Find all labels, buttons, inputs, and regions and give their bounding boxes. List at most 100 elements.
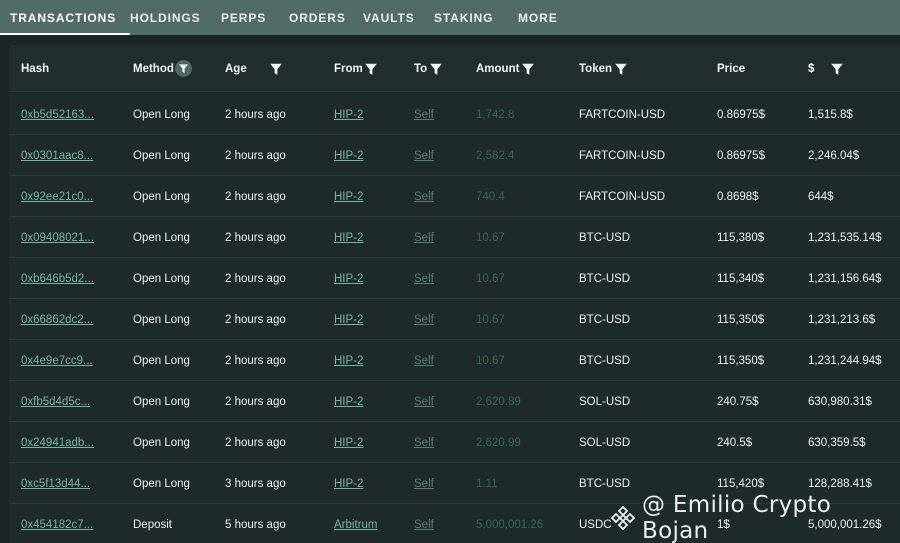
tab-orders[interactable]: ORDERS	[289, 10, 346, 25]
from-link[interactable]: HIP-2	[334, 190, 364, 203]
table-row: 0xb646b5d2... Open Long 2 hours ago HIP-2 Se…	[9, 258, 900, 299]
filter-icon[interactable]	[830, 62, 844, 76]
usd-value-cell: 630,980.31$	[808, 395, 872, 408]
method-cell: Open Long	[133, 231, 190, 244]
tab-vaults[interactable]: VAULTS	[363, 10, 415, 25]
method-cell: Open Long	[133, 436, 190, 449]
usd-value-cell: 630,359.5$	[808, 436, 866, 449]
table-header: Hash Method Age From To Amount	[9, 45, 900, 92]
tab-staking[interactable]: STAKING	[434, 10, 494, 25]
usd-value-cell: 128,288.41$	[808, 477, 872, 490]
usd-value-cell: 1,515.8$	[808, 108, 853, 121]
price-cell: 0.86975$	[717, 108, 765, 121]
amount-cell: 2,582.4	[476, 149, 515, 162]
age-cell: 2 hours ago	[225, 395, 286, 408]
method-cell: Open Long	[133, 190, 190, 203]
tab-perps[interactable]: PERPS	[221, 10, 267, 25]
from-link[interactable]: HIP-2	[334, 395, 364, 408]
column-header-to: To	[414, 45, 443, 92]
from-link[interactable]: HIP-2	[334, 436, 364, 449]
tab-holdings[interactable]: HOLDINGS	[130, 10, 201, 25]
to-link[interactable]: Self	[414, 149, 434, 162]
amount-cell: 740.4	[476, 190, 505, 203]
hash-link[interactable]: 0xb5d52163...	[21, 108, 94, 121]
token-cell: BTC-USD	[579, 477, 631, 490]
table-row: 0x4e9e7cc9... Open Long 2 hours ago HIP-2 Se…	[9, 340, 900, 381]
column-header-from: From	[334, 45, 378, 92]
filter-icon[interactable]	[364, 62, 378, 76]
to-link[interactable]: Self	[414, 436, 434, 449]
to-link[interactable]: Self	[414, 477, 434, 490]
from-link[interactable]: HIP-2	[334, 477, 364, 490]
to-link[interactable]: Self	[414, 395, 434, 408]
filter-icon[interactable]	[269, 62, 283, 76]
to-link[interactable]: Self	[414, 190, 434, 203]
filter-icon[interactable]	[174, 60, 192, 77]
price-cell: 1$	[717, 518, 730, 531]
column-header-label: Method	[133, 62, 174, 75]
table-row: 0x0301aac8... Open Long 2 hours ago HIP-2 Se…	[9, 135, 900, 176]
column-header-hash: Hash	[21, 45, 49, 92]
token-cell: SOL-USD	[579, 395, 631, 408]
filter-icon[interactable]	[521, 62, 535, 76]
usd-value-cell: 1,231,535.14$	[808, 231, 882, 244]
amount-cell: 1,742.8	[476, 108, 515, 121]
table-row: 0x454182c7... Deposit 5 hours ago Arbitrum S…	[9, 504, 900, 543]
amount-cell: 10.67	[476, 354, 505, 367]
hash-link[interactable]: 0x92ee21c0...	[21, 190, 94, 203]
usd-value-cell: 2,246.04$	[808, 149, 860, 162]
age-cell: 2 hours ago	[225, 108, 286, 121]
column-header-label: $	[808, 62, 815, 75]
to-link[interactable]: Self	[414, 231, 434, 244]
method-cell: Open Long	[133, 354, 190, 367]
age-cell: 2 hours ago	[225, 149, 286, 162]
age-cell: 2 hours ago	[225, 231, 286, 244]
usd-value-cell: 644$	[808, 190, 834, 203]
hash-link[interactable]: 0xb646b5d2...	[21, 272, 94, 285]
transactions-table: Hash Method Age From To Amount	[9, 45, 900, 543]
from-link[interactable]: HIP-2	[334, 313, 364, 326]
amount-cell: 2,620.89	[476, 395, 521, 408]
token-cell: FARTCOIN-USD	[579, 149, 666, 162]
amount-cell: 10.67	[476, 231, 505, 244]
column-header-method: Method	[133, 45, 192, 92]
to-link[interactable]: Self	[414, 518, 434, 531]
token-cell: SOL-USD	[579, 436, 631, 449]
price-cell: 115,340$	[717, 272, 765, 285]
to-link[interactable]: Self	[414, 272, 434, 285]
from-link[interactable]: HIP-2	[334, 231, 364, 244]
tab-transactions[interactable]: TRANSACTIONS	[0, 0, 131, 35]
method-cell: Deposit	[133, 518, 172, 531]
hash-link[interactable]: 0xfb5d4d5c...	[21, 395, 91, 408]
hash-link[interactable]: 0x24941adb...	[21, 436, 94, 449]
column-header-age: Age	[225, 45, 283, 92]
to-link[interactable]: Self	[414, 108, 434, 121]
to-link[interactable]: Self	[414, 354, 434, 367]
hash-link[interactable]: 0x4e9e7cc9...	[21, 354, 93, 367]
watermark-text: @ Emilio Crypto Bojan	[642, 492, 832, 543]
tab-bar: TRANSACTIONS HOLDINGS PERPS ORDERS VAULT…	[0, 0, 900, 35]
to-link[interactable]: Self	[414, 313, 434, 326]
amount-cell: 10.67	[476, 272, 505, 285]
column-header-amount: Amount	[476, 45, 535, 92]
from-link[interactable]: Arbitrum	[334, 518, 378, 531]
age-cell: 2 hours ago	[225, 313, 286, 326]
column-header-label: To	[414, 62, 428, 75]
filter-icon[interactable]	[614, 62, 628, 76]
table-row: 0xfb5d4d5c... Open Long 2 hours ago HIP-2 Se…	[9, 381, 900, 422]
from-link[interactable]: HIP-2	[334, 149, 364, 162]
from-link[interactable]: HIP-2	[334, 354, 364, 367]
hash-link[interactable]: 0x09408021...	[21, 231, 94, 244]
filter-icon[interactable]	[429, 62, 443, 76]
table-row: 0xc5f13d44... Open Long 3 hours ago HIP-2 Se…	[9, 463, 900, 504]
from-link[interactable]: HIP-2	[334, 272, 364, 285]
hash-link[interactable]: 0x0301aac8...	[21, 149, 94, 162]
method-cell: Open Long	[133, 395, 190, 408]
from-link[interactable]: HIP-2	[334, 108, 364, 121]
method-cell: Open Long	[133, 108, 190, 121]
age-cell: 2 hours ago	[225, 272, 286, 285]
hash-link[interactable]: 0xc5f13d44...	[21, 477, 91, 490]
tab-more[interactable]: MORE	[518, 10, 558, 25]
hash-link[interactable]: 0x454182c7...	[21, 518, 94, 531]
hash-link[interactable]: 0x66862dc2...	[21, 313, 94, 326]
